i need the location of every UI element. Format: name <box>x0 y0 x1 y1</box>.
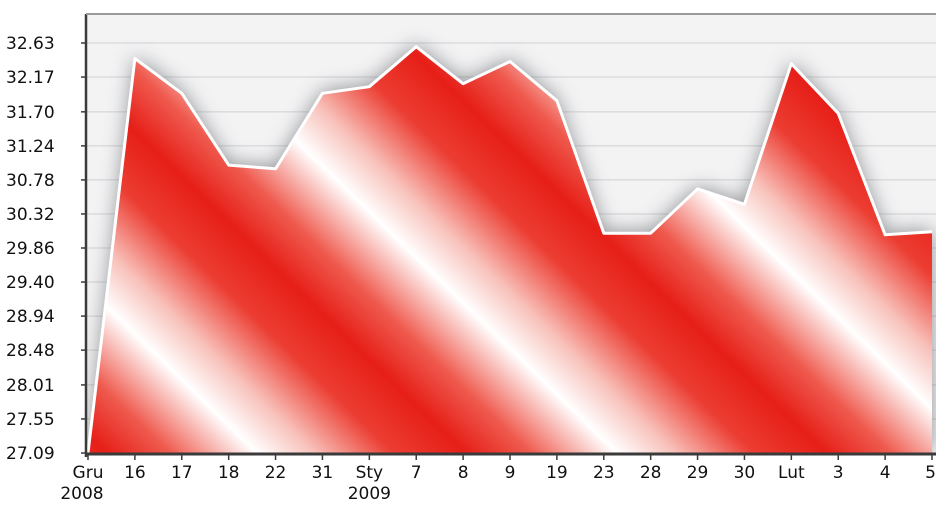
data-point <box>274 167 278 171</box>
data-point <box>555 99 559 103</box>
area-fill <box>88 46 932 453</box>
series-line <box>86 45 933 454</box>
data-point <box>180 91 184 95</box>
data-point <box>320 91 324 95</box>
y-tick-label: 27.55 <box>6 410 55 430</box>
y-tick-label: 29.86 <box>6 239 55 259</box>
x-tick-label: 4 <box>880 463 891 483</box>
x-tick-label: 30 <box>734 463 756 483</box>
y-tick-label: 30.78 <box>6 171 55 191</box>
data-point <box>836 111 840 115</box>
x-tick-label: 5 <box>925 463 936 483</box>
x-tick-label: 18 <box>218 463 240 483</box>
y-tick-label: 28.94 <box>6 307 55 327</box>
data-point <box>414 45 418 49</box>
axes <box>81 13 936 460</box>
data-point <box>367 85 371 89</box>
x-year-label: 2009 <box>348 484 391 504</box>
x-tick-label: 16 <box>124 463 146 483</box>
y-tick-labels: 32.63 32.17 31.70 31.24 30.78 30.32 29.86 29.40… <box>6 34 55 464</box>
x-tick-label: Gru <box>73 463 104 483</box>
data-point <box>742 202 746 206</box>
x-tick-label: Lut <box>778 463 805 483</box>
y-tick-label: 31.24 <box>6 137 55 157</box>
y-tick-label: 29.40 <box>6 273 55 293</box>
y-tick-label: 27.09 <box>6 444 55 464</box>
x-tick-label: 17 <box>171 463 193 483</box>
y-tick-label: 30.32 <box>6 205 55 225</box>
data-point <box>883 233 887 237</box>
data-point <box>602 231 606 235</box>
x-tick-label: 23 <box>593 463 615 483</box>
data-point <box>696 187 700 191</box>
area-layer <box>86 44 934 454</box>
y-tick-label: 28.01 <box>6 376 55 396</box>
data-point <box>461 82 465 86</box>
y-tick-label: 31.70 <box>6 103 55 123</box>
x-tick-label: 3 <box>833 463 844 483</box>
data-point <box>133 57 137 61</box>
data-point <box>649 231 653 235</box>
x-year-label: 2008 <box>60 484 103 504</box>
x-tick-labels: Gru 16 17 18 22 31 Sty 7 8 9 19 23 28 29 30 Lut 3 4 5 2008 2… <box>60 463 936 504</box>
data-point <box>227 163 231 167</box>
x-tick-label: 28 <box>640 463 662 483</box>
y-tick-label: 32.17 <box>6 68 55 88</box>
x-tick-label: 29 <box>687 463 709 483</box>
x-tick-label: Sty <box>356 463 384 483</box>
x-tick-label: 8 <box>458 463 469 483</box>
x-tick-label: 9 <box>505 463 516 483</box>
y-tick-label: 32.63 <box>6 34 55 54</box>
data-point <box>789 62 793 66</box>
data-point <box>508 60 512 64</box>
data-point <box>930 230 934 234</box>
y-tick-label: 28.48 <box>6 341 55 361</box>
x-tick-label: 19 <box>546 463 568 483</box>
x-tick-label: 7 <box>411 463 422 483</box>
x-tick-label: 22 <box>265 463 287 483</box>
x-tick-label: 31 <box>312 463 334 483</box>
